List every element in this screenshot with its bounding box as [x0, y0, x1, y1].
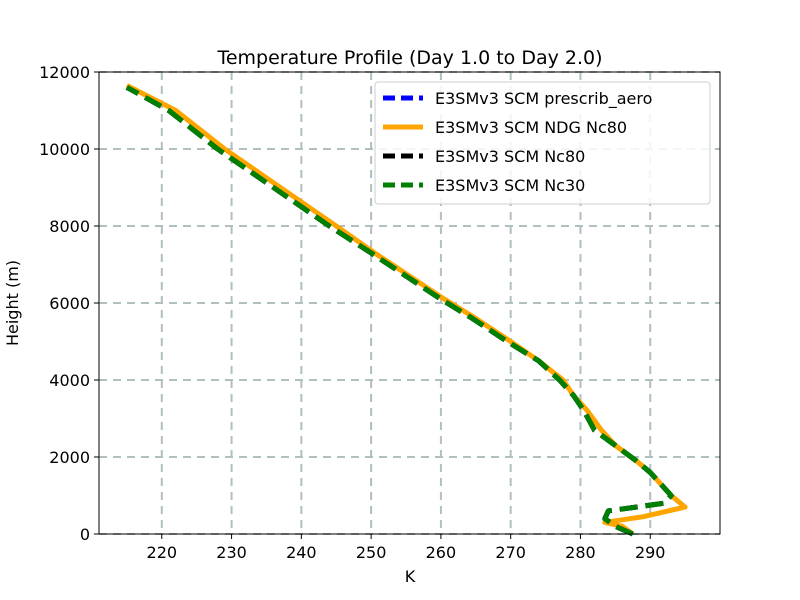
- y-tick-label: 4000: [49, 371, 90, 390]
- x-tick-label: 280: [565, 543, 596, 562]
- x-tick-label: 230: [216, 543, 247, 562]
- series-layer: [125, 83, 688, 537]
- y-tick-label: 12000: [39, 63, 90, 82]
- y-tick-label: 0: [80, 525, 90, 544]
- x-tick-label: 250: [356, 543, 387, 562]
- legend-box: [374, 81, 711, 205]
- y-tick-label: 8000: [49, 217, 90, 236]
- series-line-4: [125, 85, 674, 537]
- axis-ticks: 220 230 240 250 260 270 280 290 0 2000 4000 6000 800…: [39, 63, 665, 562]
- legend-label-2: E3SMv3 SCM NDG Nc80: [435, 118, 627, 137]
- x-tick-label: 240: [286, 543, 317, 562]
- legend: E3SMv3 SCM prescrib_aero E3SMv3 SCM NDG N…: [374, 81, 711, 205]
- y-tick-label: 2000: [49, 448, 90, 467]
- x-tick-label: 270: [495, 543, 526, 562]
- x-tick-label: 220: [147, 543, 178, 562]
- legend-label-4: E3SMv3 SCM Nc30: [435, 176, 585, 195]
- x-tick-label: 290: [635, 543, 666, 562]
- x-axis-label: K: [405, 567, 416, 586]
- y-tick-label: 10000: [39, 140, 90, 159]
- x-tick-label: 260: [426, 543, 457, 562]
- legend-label-1: E3SMv3 SCM prescrib_aero: [435, 89, 652, 109]
- legend-label-3: E3SMv3 SCM Nc80: [435, 147, 585, 166]
- y-tick-label: 6000: [49, 294, 90, 313]
- chart-title: Temperature Profile (Day 1.0 to Day 2.0): [216, 47, 602, 69]
- y-axis-label: Height (m): [3, 260, 22, 346]
